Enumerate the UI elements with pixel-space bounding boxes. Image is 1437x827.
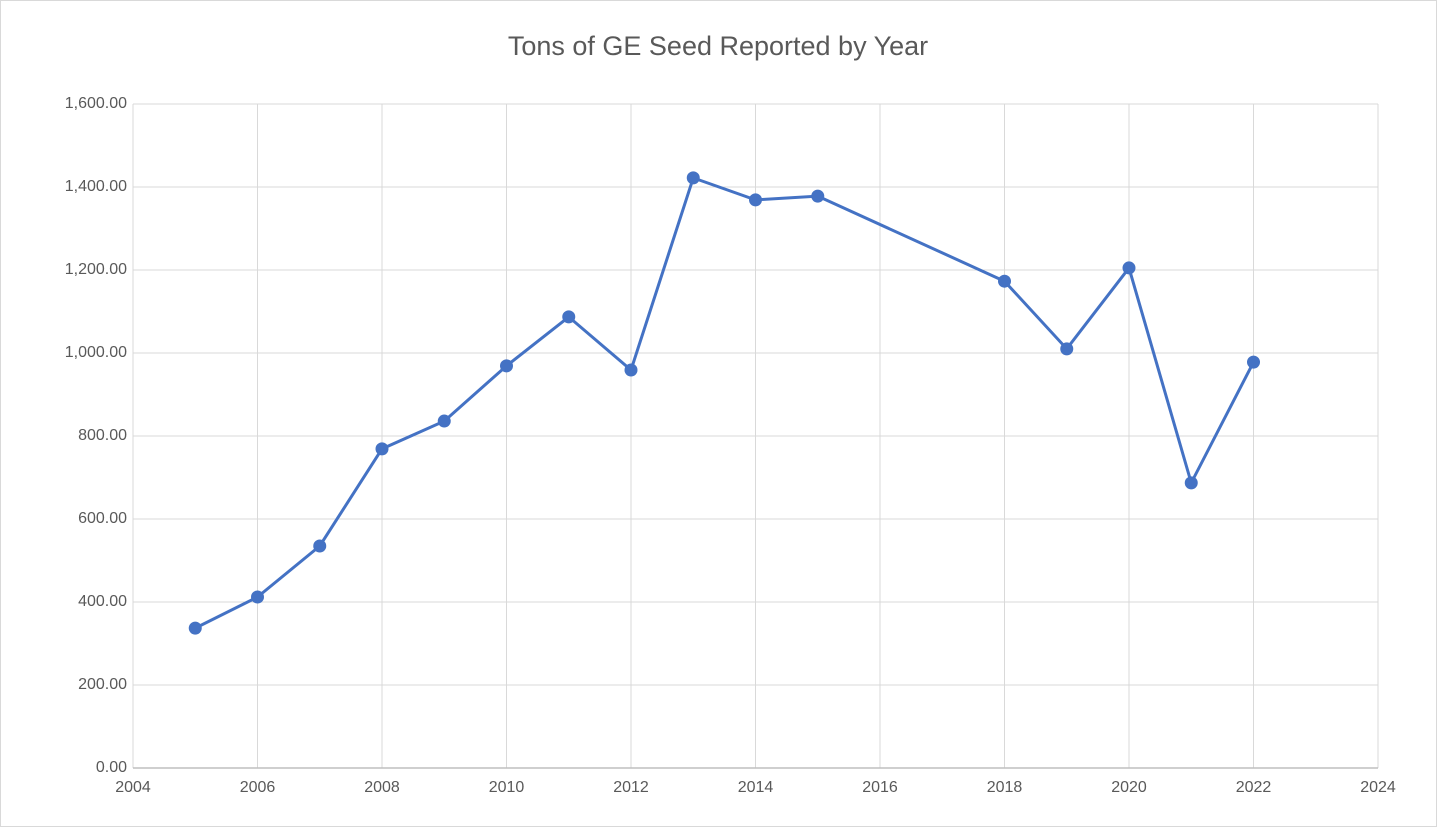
x-tick-label: 2018	[987, 779, 1023, 796]
data-point	[1122, 261, 1136, 275]
data-point	[624, 363, 638, 377]
data-point	[749, 193, 762, 207]
data-point	[500, 359, 513, 373]
data-point	[811, 189, 825, 203]
x-tick-label: 2024	[1360, 779, 1396, 796]
y-tick-label: 800.00	[78, 427, 127, 444]
data-point	[998, 274, 1011, 288]
y-tick-label: 1,200.00	[65, 261, 127, 278]
x-tick-label: 2016	[862, 779, 898, 796]
data-point	[437, 414, 451, 428]
data-point	[686, 171, 700, 185]
data-point	[1247, 355, 1260, 369]
x-tick-label: 2010	[489, 779, 525, 796]
data-point	[375, 442, 389, 456]
x-tick-label: 2012	[613, 779, 649, 796]
x-tick-label: 2020	[1111, 779, 1147, 796]
data-point	[1060, 342, 1074, 356]
data-point	[251, 590, 264, 604]
data-point	[1184, 476, 1198, 490]
x-tick-label: 2014	[738, 779, 774, 796]
x-tick-label: 2008	[364, 779, 400, 796]
y-tick-label: 400.00	[78, 593, 127, 610]
x-tick-label: 2006	[240, 779, 276, 796]
y-tick-label: 200.00	[78, 676, 127, 693]
x-tick-label: 2004	[115, 779, 151, 796]
y-tick-label: 0.00	[96, 759, 127, 776]
y-tick-label: 1,400.00	[65, 178, 127, 195]
data-point	[188, 621, 202, 635]
data-point	[562, 310, 576, 324]
y-tick-label: 1,000.00	[65, 344, 127, 361]
y-tick-label: 600.00	[78, 510, 127, 527]
x-tick-label: 2022	[1236, 779, 1272, 796]
series-line	[194, 175, 1255, 630]
data-point	[313, 539, 327, 553]
y-tick-label: 1,600.00	[65, 95, 127, 112]
chart-title: Tons of GE Seed Reported by Year	[508, 31, 928, 61]
